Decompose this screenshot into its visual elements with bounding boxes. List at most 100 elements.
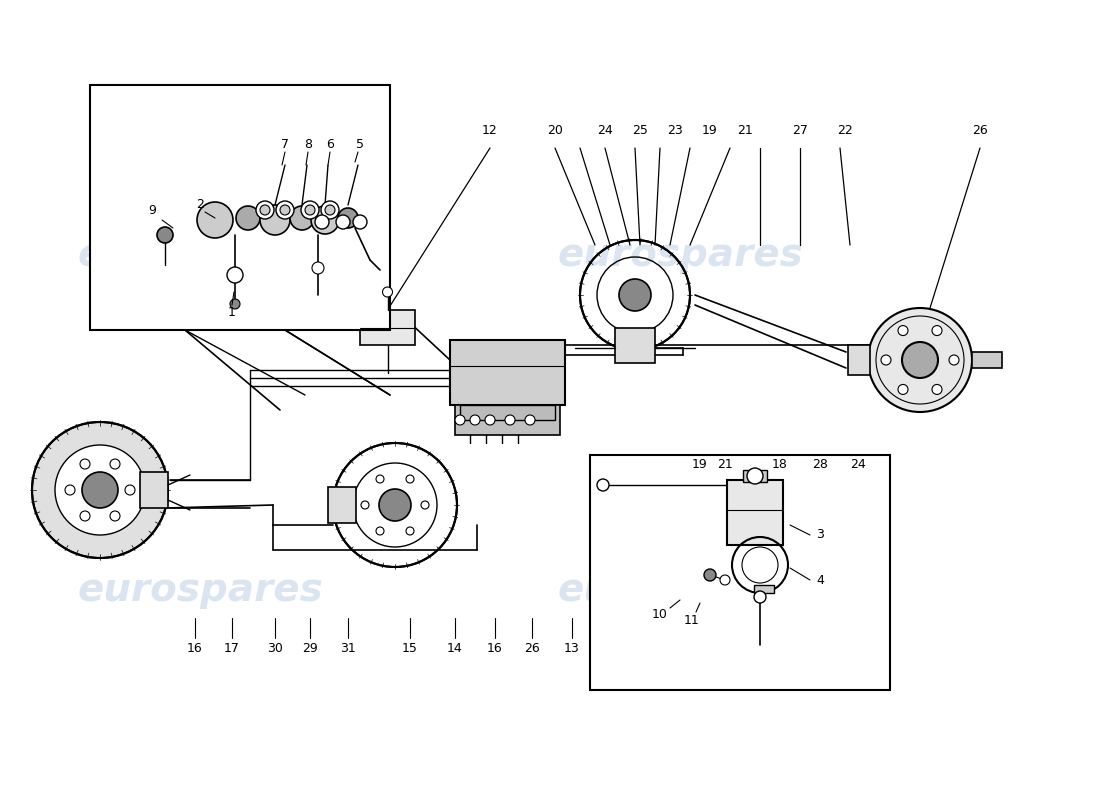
Circle shape (597, 479, 609, 491)
Circle shape (110, 511, 120, 521)
Circle shape (82, 472, 118, 508)
Bar (328, 487, 356, 523)
Text: eurospares: eurospares (557, 236, 803, 274)
Text: 23: 23 (667, 123, 683, 137)
Text: 22: 22 (837, 123, 852, 137)
Circle shape (376, 475, 384, 483)
Text: 4: 4 (816, 574, 824, 586)
Circle shape (301, 201, 319, 219)
Text: 7: 7 (280, 138, 289, 151)
Circle shape (525, 415, 535, 425)
Circle shape (336, 215, 350, 229)
Circle shape (280, 205, 290, 215)
Circle shape (353, 215, 367, 229)
Text: 24: 24 (597, 123, 613, 137)
Circle shape (949, 355, 959, 365)
Circle shape (720, 575, 730, 585)
Circle shape (338, 208, 358, 228)
Circle shape (55, 445, 145, 535)
Text: 19: 19 (702, 123, 718, 137)
Text: 25: 25 (632, 123, 648, 137)
Circle shape (898, 326, 907, 335)
Bar (450, 340, 565, 405)
Circle shape (321, 201, 339, 219)
Circle shape (868, 308, 972, 412)
Circle shape (311, 206, 339, 234)
Circle shape (276, 201, 294, 219)
Circle shape (157, 227, 173, 243)
Text: 30: 30 (267, 642, 283, 654)
Circle shape (260, 205, 290, 235)
Circle shape (65, 485, 75, 495)
Text: 12: 12 (482, 123, 498, 137)
Bar (455, 405, 560, 435)
Text: 8: 8 (304, 138, 312, 151)
Text: eurospares: eurospares (77, 571, 323, 609)
Circle shape (80, 511, 90, 521)
Circle shape (32, 422, 168, 558)
Circle shape (619, 279, 651, 311)
Circle shape (227, 267, 243, 283)
Circle shape (704, 569, 716, 581)
Bar (848, 345, 870, 375)
Circle shape (312, 262, 324, 274)
Circle shape (505, 415, 515, 425)
Circle shape (256, 201, 274, 219)
Circle shape (315, 215, 329, 229)
Text: 10: 10 (652, 609, 668, 622)
Bar (140, 472, 168, 508)
Text: 9: 9 (148, 203, 156, 217)
Circle shape (361, 501, 368, 509)
Text: 24: 24 (850, 458, 866, 471)
Circle shape (379, 489, 411, 521)
Circle shape (747, 468, 763, 484)
Bar (590, 455, 890, 690)
Text: 15: 15 (403, 642, 418, 654)
Bar (742, 470, 767, 482)
Bar (754, 585, 774, 593)
Circle shape (754, 591, 766, 603)
Text: 11: 11 (684, 614, 700, 626)
Circle shape (110, 459, 120, 469)
Text: 16: 16 (487, 642, 503, 654)
Text: 19: 19 (692, 458, 708, 471)
Circle shape (932, 385, 942, 394)
Text: 29: 29 (302, 642, 318, 654)
Circle shape (902, 342, 938, 378)
Text: 18: 18 (772, 458, 788, 471)
Text: 26: 26 (524, 642, 540, 654)
Text: 31: 31 (340, 642, 356, 654)
Bar (972, 352, 1002, 368)
Text: eurospares: eurospares (557, 571, 803, 609)
Circle shape (260, 205, 270, 215)
Text: 28: 28 (812, 458, 828, 471)
Circle shape (230, 299, 240, 309)
Circle shape (383, 287, 393, 297)
Text: 17: 17 (224, 642, 240, 654)
Circle shape (421, 501, 429, 509)
Circle shape (406, 475, 414, 483)
Text: 5: 5 (356, 138, 364, 151)
Circle shape (125, 485, 135, 495)
Text: 16: 16 (187, 642, 202, 654)
Text: 13: 13 (564, 642, 580, 654)
Text: 21: 21 (717, 458, 733, 471)
Text: 20: 20 (547, 123, 563, 137)
Circle shape (353, 463, 437, 547)
Bar (727, 480, 783, 545)
Bar (460, 405, 556, 420)
Circle shape (290, 206, 314, 230)
Text: 27: 27 (792, 123, 807, 137)
Bar (615, 328, 654, 363)
Circle shape (881, 355, 891, 365)
Text: 3: 3 (816, 529, 824, 542)
Text: 21: 21 (737, 123, 752, 137)
Circle shape (305, 205, 315, 215)
Text: 2: 2 (196, 198, 204, 211)
Text: 26: 26 (972, 123, 988, 137)
Circle shape (324, 205, 336, 215)
Circle shape (197, 202, 233, 238)
Text: 1: 1 (228, 306, 235, 318)
Circle shape (406, 527, 414, 535)
Circle shape (898, 385, 907, 394)
